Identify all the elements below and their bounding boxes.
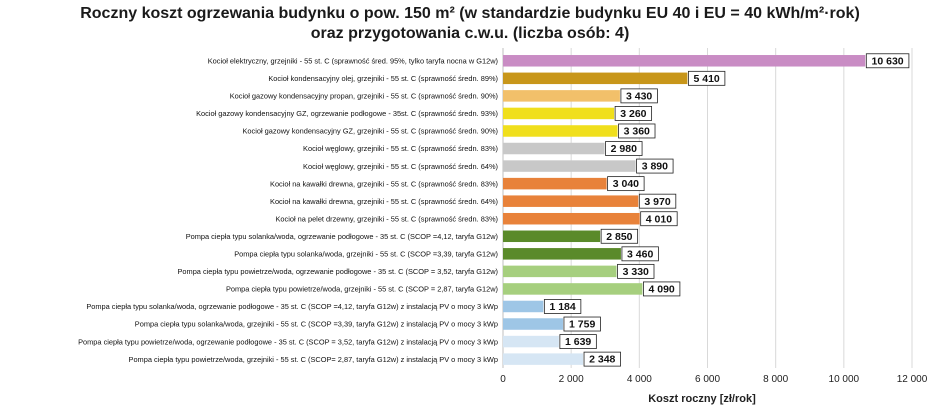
category-label: Kocioł na kawałki drewna, grzejniki - 55… (270, 179, 498, 188)
value-label: 3 430 (626, 90, 652, 102)
value-label-box (620, 88, 658, 104)
bar (503, 195, 639, 207)
value-label: 3 330 (623, 266, 649, 278)
x-tick-label: 0 (500, 374, 506, 385)
value-label-box (559, 334, 597, 349)
bar (503, 230, 601, 243)
value-label: 4 090 (649, 284, 675, 296)
value-label-box (687, 70, 726, 86)
category-label: Pompa ciepła typu powietrze/woda, ogrzew… (178, 267, 499, 276)
category-label: Pompa ciepła typu solanka/woda, grzejnik… (135, 320, 498, 329)
bar (503, 142, 605, 155)
bar (503, 55, 866, 67)
bar (503, 177, 607, 190)
category-label: Pompa ciepła typu solanka/woda, ogrzewan… (186, 232, 498, 241)
category-labels: Kocioł elektryczny, grzejniki - 55 st. C… (78, 56, 498, 363)
bar (503, 160, 636, 172)
category-label: Kocioł na pelet drzewny, grzejniki - 55 … (276, 214, 499, 223)
value-label-box (563, 316, 601, 332)
value-label: 2 850 (606, 231, 632, 243)
value-label-box (638, 193, 677, 209)
value-label: 3 260 (620, 108, 646, 120)
bar (503, 212, 640, 225)
value-label-box (865, 53, 910, 69)
x-axis-label: Koszt roczny [zł/rok] (648, 393, 756, 405)
chart-title: Roczny koszt ogrzewania budynku o pow. 1… (0, 4, 940, 44)
bar (503, 248, 621, 260)
x-tick-label: 8 000 (763, 374, 788, 385)
bar (503, 318, 563, 330)
value-label: 3 970 (644, 196, 670, 208)
x-tick-label: 12 000 (897, 374, 928, 385)
bar (503, 353, 584, 365)
value-label-box (621, 246, 659, 262)
bar (503, 265, 617, 278)
x-tick-label: 10 000 (829, 374, 860, 385)
category-label: Pompa ciepła typu powietrze/woda, grzejn… (226, 285, 498, 294)
category-label: Pompa ciepła typu solanka/woda, ogrzewan… (86, 302, 498, 311)
value-label: 4 010 (646, 213, 672, 225)
value-label-box (583, 351, 621, 367)
value-label: 1 639 (565, 336, 591, 348)
value-label: 10 630 (872, 55, 904, 67)
bar (503, 335, 559, 348)
value-label: 5 410 (694, 73, 720, 85)
bar (503, 72, 688, 85)
category-label: Kocioł węglowy, grzejniki - 55 st. C (sp… (303, 144, 498, 153)
category-label: Pompa ciepła typu powietrze/woda, grzejn… (129, 355, 498, 364)
value-label-box (640, 211, 678, 227)
x-tick-label: 4 000 (627, 374, 652, 385)
category-label: Kocioł na kawałki drewna, grzejniki - 55… (270, 197, 498, 206)
value-label-box (605, 141, 643, 156)
x-tick-label: 6 000 (695, 374, 720, 385)
value-label: 3 040 (613, 178, 639, 190)
value-label-box (614, 106, 653, 121)
category-label: Kocioł kondensacyjny olej, grzejniki - 5… (268, 74, 498, 83)
value-label-box (543, 299, 582, 314)
value-label-box (607, 176, 645, 192)
value-label-box (617, 263, 655, 279)
category-label: Kocioł gazowy kondensacyjny propan, grze… (230, 92, 498, 101)
value-label: 3 360 (624, 126, 650, 138)
category-label: Kocioł gazowy kondensacyjny GZ, ogrzewan… (196, 109, 498, 118)
x-axis-ticks: 0 2 000 4 000 6 000 8 000 10 000 12 000 (500, 374, 928, 385)
category-label: Kocioł węglowy, grzejniki - 55 st. C (sp… (303, 162, 498, 171)
value-label: 1 759 (569, 319, 595, 331)
bar (503, 283, 643, 295)
bars (503, 55, 866, 365)
category-label: Pompa ciepła typu powietrze/woda, ogrzew… (78, 337, 498, 346)
x-tick-label: 2 000 (559, 374, 584, 385)
value-label: 2 348 (589, 354, 615, 366)
bar (503, 300, 544, 313)
value-label-box (618, 123, 656, 139)
chart-title-line-1: Roczny koszt ogrzewania budynku o pow. 1… (80, 5, 860, 22)
value-label: 3 890 (642, 161, 668, 173)
value-label-box (636, 158, 674, 174)
value-label-box (600, 228, 639, 244)
bar (503, 125, 618, 137)
value-label: 2 980 (611, 143, 637, 155)
bar (503, 107, 615, 120)
category-label: Kocioł gazowy kondensacyjny GZ, grzejnik… (243, 127, 499, 136)
value-label: 3 460 (627, 248, 653, 260)
value-label-box (643, 281, 681, 297)
bar (503, 90, 620, 102)
category-label: Pompa ciepła typu solanka/woda, grzejnik… (234, 250, 498, 259)
category-label: Kocioł elektryczny, grzejniki - 55 st. C… (208, 56, 498, 65)
chart-title-line-2: oraz przygotowania c.w.u. (liczba osób: … (310, 25, 630, 42)
value-label: 1 184 (549, 301, 575, 313)
